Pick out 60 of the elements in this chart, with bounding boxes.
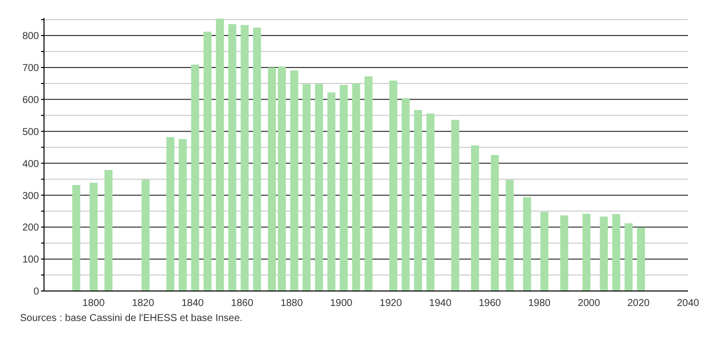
source-note: Sources : base Cassini de l'EHESS et base Insee. bbox=[20, 313, 244, 324]
x-tick-label: 1800 bbox=[82, 298, 106, 310]
bar bbox=[166, 137, 174, 291]
bar bbox=[426, 113, 434, 291]
bar bbox=[178, 139, 187, 291]
y-tick-label: 400 bbox=[22, 158, 40, 170]
x-tick-label: 1980 bbox=[528, 298, 551, 310]
y-tick-label: 500 bbox=[22, 126, 40, 138]
x-tick-label: 2020 bbox=[627, 298, 650, 310]
y-tick-label: 800 bbox=[22, 31, 40, 42]
bar bbox=[278, 66, 286, 291]
bar bbox=[490, 154, 499, 291]
x-tick-label: 1920 bbox=[380, 298, 402, 310]
x-tick-label: 2040 bbox=[676, 298, 700, 310]
bar bbox=[191, 64, 200, 291]
bar bbox=[612, 214, 620, 291]
bar bbox=[216, 18, 224, 291]
x-tick-label: 1840 bbox=[181, 298, 204, 310]
bar bbox=[340, 85, 348, 291]
bar bbox=[290, 70, 298, 291]
y-tick-label: 100 bbox=[22, 254, 40, 266]
bar bbox=[471, 145, 480, 291]
bar bbox=[582, 214, 590, 291]
y-tick-label: 300 bbox=[22, 190, 40, 202]
bar bbox=[240, 25, 249, 291]
bar bbox=[364, 76, 373, 291]
bar bbox=[560, 215, 568, 291]
bar bbox=[389, 80, 398, 291]
bar bbox=[268, 67, 276, 291]
bar bbox=[636, 227, 645, 291]
x-tick-label: 1820 bbox=[132, 298, 155, 310]
bar bbox=[352, 83, 360, 291]
bar bbox=[253, 28, 262, 291]
bar bbox=[228, 24, 236, 291]
bar bbox=[104, 170, 112, 291]
x-tick-label: 1940 bbox=[429, 298, 452, 310]
x-tick-label: 1880 bbox=[280, 298, 304, 310]
bar bbox=[72, 184, 80, 291]
bar bbox=[204, 32, 212, 291]
bar bbox=[624, 223, 633, 291]
bar bbox=[506, 180, 514, 291]
bar bbox=[142, 180, 150, 291]
y-tick-label: 0 bbox=[33, 286, 40, 298]
bar bbox=[600, 216, 608, 291]
y-tick-label: 700 bbox=[22, 63, 40, 74]
bar bbox=[90, 182, 98, 291]
bar bbox=[327, 92, 336, 291]
bar bbox=[402, 98, 410, 291]
x-tick-label: 1900 bbox=[330, 298, 353, 310]
x-tick-label: 1860 bbox=[231, 298, 254, 310]
y-tick-label: 200 bbox=[22, 222, 40, 234]
bar bbox=[523, 197, 532, 291]
y-tick-label: 600 bbox=[22, 94, 40, 106]
x-tick-label: 2000 bbox=[578, 298, 600, 310]
bar bbox=[451, 120, 460, 291]
bar bbox=[414, 110, 422, 291]
bar bbox=[540, 212, 548, 291]
bar bbox=[314, 84, 323, 291]
bar bbox=[302, 84, 311, 291]
x-tick-label: 1960 bbox=[478, 298, 502, 310]
